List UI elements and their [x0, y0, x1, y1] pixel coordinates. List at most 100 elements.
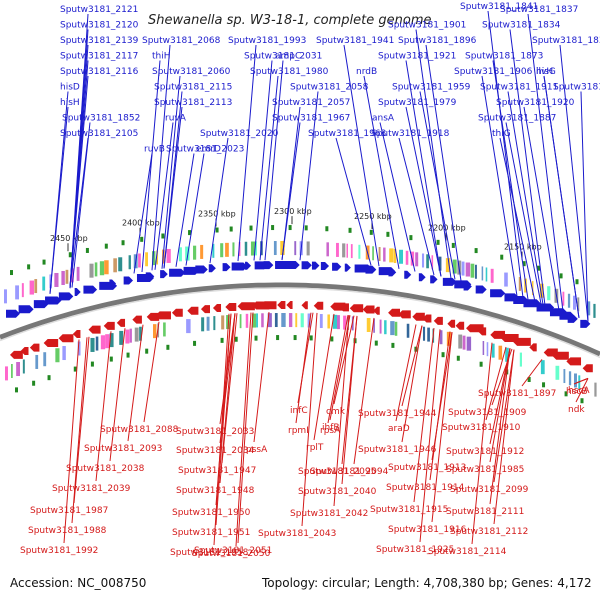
forward-gene-arrow	[301, 261, 312, 270]
gene-leader-forward	[133, 153, 153, 274]
forward-gene-arrow	[311, 261, 320, 270]
cog-forward-box	[445, 258, 451, 273]
rna-mark	[220, 337, 224, 343]
cog-forward-box	[244, 241, 248, 256]
gene-leader-forward	[259, 75, 279, 261]
reverse-gene-arrow	[187, 306, 199, 315]
gene-leader-forward	[343, 44, 380, 267]
gene-leader-reverse	[401, 325, 423, 407]
reverse-gene-arrow	[422, 314, 432, 323]
cog-reverse-box	[55, 348, 60, 363]
cog-reverse-box	[574, 373, 577, 388]
gene-label-forward: Sputw3181_1858	[553, 83, 600, 93]
cog-reverse-box	[163, 322, 166, 337]
gene-label-forward: Sputw3181_1911	[480, 83, 558, 93]
forward-gene-arrow	[18, 305, 34, 314]
cog-forward-box	[89, 263, 94, 278]
gene-leader-forward	[481, 75, 518, 296]
reverse-gene-arrow	[20, 346, 29, 355]
cog-forward-box	[431, 255, 434, 270]
cog-reverse-box	[77, 341, 81, 356]
gene-leader-forward	[507, 91, 544, 305]
gene-leader-reverse	[143, 321, 160, 423]
gene-leader-forward	[509, 29, 546, 306]
cog-forward-box	[399, 249, 404, 264]
cog-reverse-box	[5, 366, 8, 381]
gene-label-forward: Sputw3181_1921	[378, 52, 456, 62]
cog-forward-box	[470, 263, 475, 278]
cog-reverse-box	[466, 336, 472, 351]
gene-leader-reverse	[493, 349, 515, 483]
cog-reverse-box	[129, 328, 132, 343]
gene-leader-reverse	[333, 315, 355, 405]
gene-leader-reverse	[71, 337, 88, 524]
cog-reverse-box	[307, 313, 311, 328]
cog-forward-box	[273, 241, 277, 256]
gene-label-reverse: Sputw3181_1909	[448, 408, 527, 418]
reverse-gene-arrow	[58, 334, 74, 343]
cog-forward-box	[485, 267, 488, 282]
forward-gene-arrow	[183, 266, 200, 275]
cog-reverse-box	[519, 352, 522, 367]
forward-gene-arrow	[536, 303, 555, 312]
gene-leader-reverse	[95, 331, 112, 482]
cog-reverse-box	[201, 317, 205, 332]
rna-mark	[374, 340, 378, 346]
gene-label-reverse: Sputw3181_1925	[376, 545, 454, 555]
cog-forward-box	[342, 243, 346, 258]
cog-forward-box	[178, 247, 182, 262]
cog-forward-box	[562, 291, 565, 306]
gene-leader-reverse	[327, 315, 349, 424]
gene-label-forward: nrdB	[356, 67, 377, 77]
gene-label-reverse: Sputw3181_2112	[450, 527, 528, 537]
gene-label-reverse: Sputw3181_1897	[478, 389, 556, 399]
gene-leader-reverse	[215, 313, 232, 526]
gene-label-forward: Sputw3181_1979	[378, 98, 457, 108]
cog-reverse-box	[394, 321, 398, 336]
gene-label-forward: hisD	[60, 83, 80, 93]
cog-reverse-box	[482, 340, 485, 355]
rna-mark	[391, 342, 395, 348]
cog-reverse-box	[274, 313, 278, 328]
cog-forward-box	[389, 248, 394, 263]
rna-mark	[542, 382, 546, 388]
cog-reverse-box	[343, 315, 347, 330]
cog-reverse-box	[186, 319, 191, 334]
gene-leader-forward	[49, 106, 69, 294]
gene-label-reverse: Sputw3181_1946	[358, 445, 437, 455]
gene-label-reverse: rplT	[306, 443, 324, 453]
cog-forward-box	[539, 283, 544, 298]
forward-gene-arrow	[490, 289, 506, 298]
rna-mark	[126, 352, 130, 358]
cog-reverse-box	[498, 345, 503, 360]
genome-title: Shewanella sp. W3-18-1, complete genome	[148, 13, 431, 28]
gene-leader-reverse	[575, 377, 589, 384]
reverse-gene-arrow	[500, 334, 519, 343]
gene-label-forward: hisH	[60, 98, 80, 108]
rna-mark	[27, 264, 31, 270]
cog-reverse-box	[221, 315, 225, 330]
rna-mark	[145, 348, 149, 354]
forward-gene-arrow	[430, 275, 438, 284]
cog-forward-box	[426, 254, 429, 269]
cog-forward-box	[481, 266, 484, 281]
gene-label-reverse: araD	[388, 424, 410, 434]
cog-forward-box	[94, 262, 98, 277]
cog-reverse-box	[563, 369, 566, 384]
cog-forward-box	[346, 243, 348, 258]
reverse-gene-arrow	[260, 301, 277, 310]
reverse-gene-arrow	[490, 330, 506, 339]
gene-label-forward: Sputw3181_2139	[60, 36, 139, 46]
rna-mark	[436, 239, 440, 245]
gene-label-reverse: ihfB	[322, 423, 340, 433]
cog-forward-box	[238, 242, 241, 257]
cog-reverse-box	[62, 346, 66, 361]
gene-label-reverse: Sputw3181_1916	[388, 525, 467, 535]
gene-label-forward: ruvB	[144, 145, 165, 155]
gene-leader-reverse	[295, 312, 312, 424]
rna-mark	[479, 361, 483, 367]
reverse-gene-arrow	[29, 343, 40, 352]
gene-label-forward: Sputw3181_1852	[62, 114, 140, 124]
forward-gene-arrow	[245, 261, 252, 270]
forward-gene-arrow	[145, 272, 155, 281]
